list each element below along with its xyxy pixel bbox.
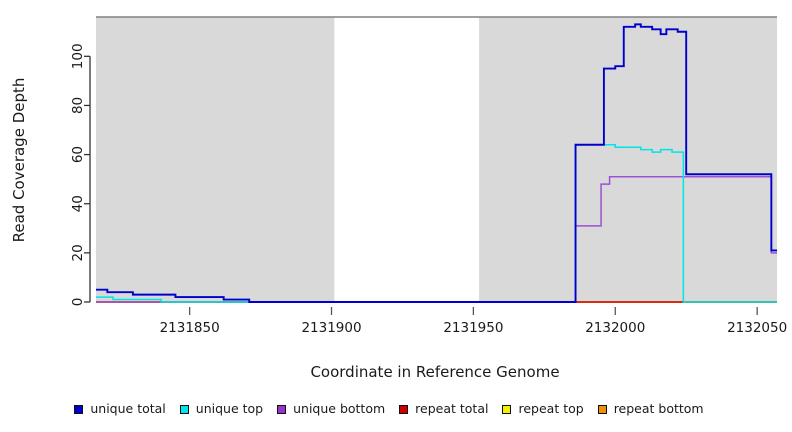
legend-item[interactable]: repeat top (502, 400, 584, 416)
coverage-plot-svg: 0 20 40 60 80 100 2131850 2131900 2131950 213200… (10, 16, 787, 381)
x-axis-title: Coordinate in Reference Genome (310, 363, 559, 381)
chart-legend: unique total unique top unique bottom repea… (0, 396, 792, 422)
y-axis-title: Read Coverage Depth (10, 78, 28, 243)
y-tick-label: 80 (70, 97, 86, 114)
x-axis: 2131850 2131900 2131950 2132000 2132050 (160, 307, 787, 336)
y-tick-label: 100 (70, 43, 86, 69)
series-line-unique-total (96, 23, 777, 303)
legend-label: repeat top (518, 400, 584, 416)
plot-area: 0 20 40 60 80 100 2131850 2131900 2131950 213200… (10, 16, 787, 381)
x-tick-label: 2132000 (585, 320, 645, 336)
shaded-regions (96, 17, 777, 302)
y-tick-label: 40 (70, 195, 86, 212)
x-tick-label: 2131950 (443, 320, 503, 336)
legend-swatch-icon (597, 404, 607, 414)
data-series (96, 23, 777, 303)
legend-item[interactable]: repeat total (399, 400, 489, 416)
legend-label: unique total (90, 400, 166, 416)
legend-item[interactable]: unique total (74, 400, 166, 416)
y-tick-label: 0 (70, 298, 86, 307)
x-tick-label: 2132050 (727, 320, 787, 336)
shaded-region-1 (479, 17, 777, 302)
x-tick-label: 2131900 (301, 320, 361, 336)
y-tick-label: 20 (70, 244, 86, 261)
legend-item[interactable]: unique top (179, 400, 264, 416)
legend-label: repeat total (415, 400, 489, 416)
legend-swatch-icon (74, 404, 84, 414)
legend-item[interactable]: repeat bottom (597, 400, 704, 416)
legend-label: unique bottom (293, 400, 386, 416)
legend-label: unique top (195, 400, 264, 416)
legend-item[interactable]: unique bottom (277, 400, 386, 416)
legend-swatch-icon (179, 404, 189, 414)
y-axis: 0 20 40 60 80 100 (70, 43, 91, 307)
y-tick-label: 60 (70, 146, 86, 163)
legend-swatch-icon (399, 404, 409, 414)
legend-label: repeat bottom (613, 400, 704, 416)
shaded-region-0 (96, 17, 335, 302)
series-line-unique-top (96, 144, 777, 303)
x-tick-label: 2131850 (160, 320, 220, 336)
legend-swatch-icon (277, 404, 287, 414)
legend-swatch-icon (502, 404, 512, 414)
